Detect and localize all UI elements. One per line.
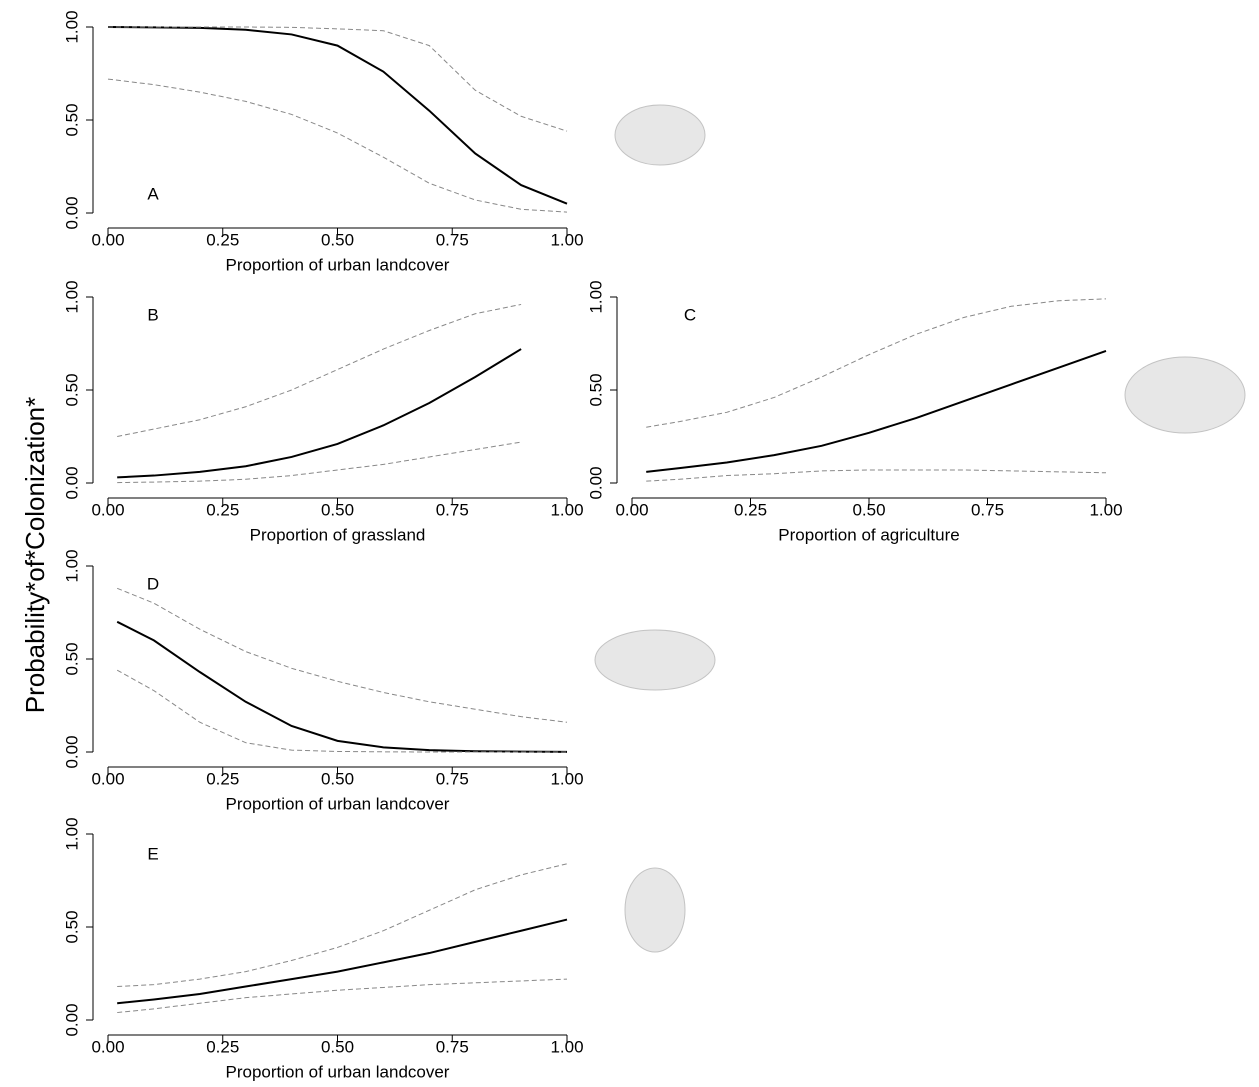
x-tick-label: 0.75 — [436, 230, 469, 249]
confidence-line — [117, 864, 567, 987]
confidence-line — [108, 79, 567, 212]
x-tick-label: 1.00 — [550, 500, 583, 519]
x-axis-label: Proportion of urban landcover — [226, 255, 450, 274]
panel-label: A — [147, 184, 159, 203]
x-axis-label: Proportion of agriculture — [778, 525, 959, 544]
y-tick-label: 0.00 — [586, 466, 605, 499]
panel: 0.00 0.25 0.50 0.75 1.00 0.00 0.50 1.00 Proporti… — [62, 817, 583, 1081]
y-tick-label: 0.00 — [62, 196, 81, 229]
x-tick-label: 1.00 — [1089, 500, 1122, 519]
x-tick-label: 0.75 — [436, 769, 469, 788]
y-tick-label: 1.00 — [62, 817, 81, 850]
y-tick-label: 0.00 — [62, 735, 81, 768]
fit-line — [108, 27, 567, 204]
y-axis-label: Probability*of*Colonization* — [20, 397, 50, 714]
cat-illustration — [625, 868, 685, 952]
x-tick-label: 0.50 — [321, 230, 354, 249]
y-tick-label: 0.50 — [62, 103, 81, 136]
y-tick-label: 1.00 — [62, 280, 81, 313]
bobcat-illustration — [1125, 357, 1245, 433]
x-tick-label: 1.00 — [550, 1037, 583, 1056]
confidence-line — [117, 304, 521, 436]
x-tick-label: 0.00 — [91, 230, 124, 249]
panel-label: C — [684, 305, 696, 324]
fit-line — [117, 349, 521, 477]
x-tick-label: 0.00 — [91, 769, 124, 788]
confidence-line — [108, 27, 567, 131]
x-axis-label: Proportion of urban landcover — [226, 1062, 450, 1081]
y-tick-label: 0.50 — [62, 642, 81, 675]
x-tick-label: 0.25 — [206, 230, 239, 249]
y-tick-label: 1.00 — [62, 549, 81, 582]
x-tick-label: 1.00 — [550, 230, 583, 249]
x-axis-label: Proportion of grassland — [250, 525, 426, 544]
y-tick-label: 1.00 — [62, 10, 81, 43]
panel: 0.00 0.25 0.50 0.75 1.00 0.00 0.50 1.00 Proporti… — [62, 280, 583, 544]
panel-label: E — [147, 844, 158, 863]
x-tick-label: 1.00 — [550, 769, 583, 788]
y-tick-label: 0.00 — [62, 466, 81, 499]
fit-line — [117, 920, 567, 1004]
y-tick-label: 0.50 — [586, 373, 605, 406]
x-tick-label: 0.50 — [321, 1037, 354, 1056]
x-tick-label: 0.25 — [206, 1037, 239, 1056]
x-tick-label: 0.25 — [734, 500, 767, 519]
x-tick-label: 0.75 — [436, 500, 469, 519]
x-tick-label: 0.00 — [91, 500, 124, 519]
y-tick-label: 0.50 — [62, 373, 81, 406]
panel-label: D — [147, 574, 159, 593]
skunk-illustration — [595, 630, 715, 690]
panel: 0.00 0.25 0.50 0.75 1.00 0.00 0.50 1.00 Proporti… — [62, 549, 583, 813]
panel: 0.00 0.25 0.50 0.75 1.00 0.00 0.50 1.00 Proporti… — [62, 10, 583, 274]
x-tick-label: 0.25 — [206, 769, 239, 788]
x-tick-label: 0.75 — [436, 1037, 469, 1056]
x-tick-label: 0.00 — [615, 500, 648, 519]
y-tick-label: 1.00 — [586, 280, 605, 313]
x-tick-label: 0.50 — [321, 769, 354, 788]
panel: 0.00 0.25 0.50 0.75 1.00 0.00 0.50 1.00 Proporti… — [586, 280, 1122, 544]
x-tick-label: 0.50 — [852, 500, 885, 519]
confidence-line — [117, 588, 567, 722]
x-tick-label: 0.75 — [971, 500, 1004, 519]
fit-line — [117, 622, 567, 752]
panel-label: B — [147, 305, 158, 324]
fit-line — [646, 351, 1106, 472]
coyote-illustration — [615, 105, 705, 165]
x-axis-label: Proportion of urban landcover — [226, 794, 450, 813]
x-tick-label: 0.25 — [206, 500, 239, 519]
x-tick-label: 0.00 — [91, 1037, 124, 1056]
y-tick-label: 0.50 — [62, 910, 81, 943]
confidence-line — [646, 299, 1106, 427]
y-tick-label: 0.00 — [62, 1003, 81, 1036]
figure: Probability*of*Colonization* 0.00 0.25 0.5… — [0, 0, 1259, 1087]
x-tick-label: 0.50 — [321, 500, 354, 519]
confidence-line — [646, 470, 1106, 481]
page: Probability*of*Colonization* 0.00 0.25 0.5… — [0, 0, 1259, 1087]
